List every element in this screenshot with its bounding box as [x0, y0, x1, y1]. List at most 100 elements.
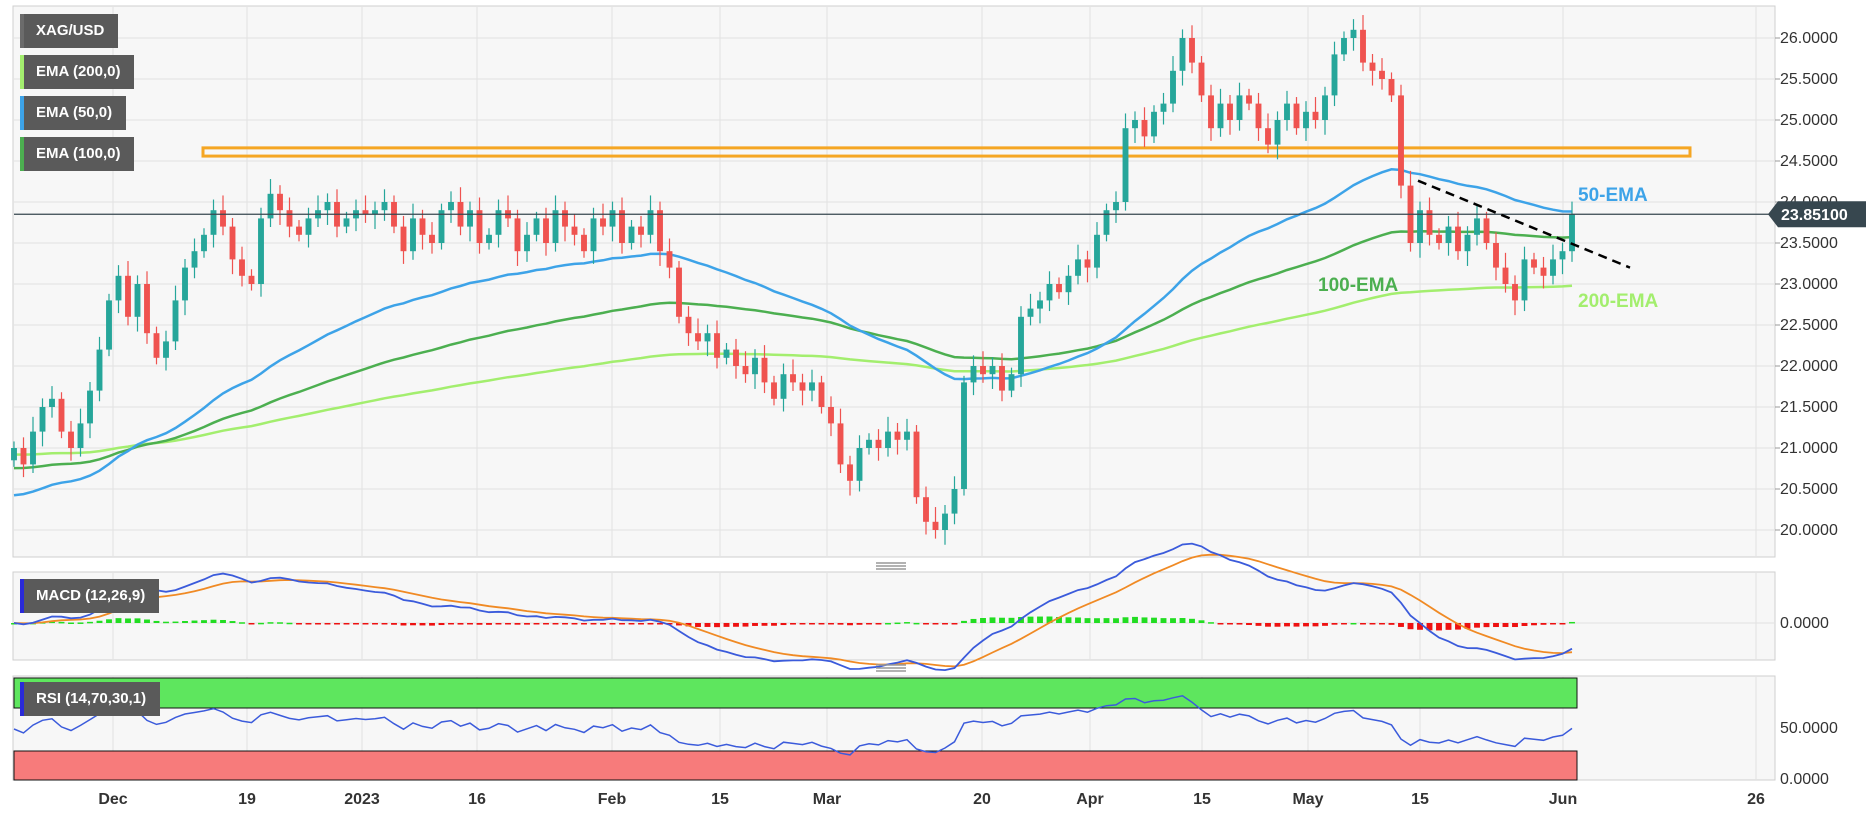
candles — [11, 15, 1575, 545]
macd-hist-bar — [619, 623, 625, 625]
candle-body — [305, 218, 312, 235]
macd-hist-bar — [1398, 623, 1404, 627]
candle-body — [343, 218, 350, 227]
panel-splitter[interactable] — [876, 562, 906, 570]
macd-hist-bar — [1303, 623, 1309, 627]
x-tick-label: Jun — [1549, 791, 1577, 808]
ema200-legend[interactable]: EMA (200,0) — [20, 55, 135, 89]
candle-body — [324, 202, 331, 211]
macd-hist-bar — [1569, 621, 1575, 624]
macd-hist-bar — [1217, 623, 1224, 625]
ema100-annotation: 100-EMA — [1318, 275, 1399, 296]
rsi-legend[interactable]: RSI (14,70,30,1) — [20, 682, 161, 716]
candle-body — [657, 210, 663, 252]
candle-body — [372, 210, 378, 215]
macd-hist-bar — [666, 623, 673, 625]
symbol-legend[interactable]: XAG/USD — [20, 14, 119, 48]
macd-hist-bar — [96, 620, 103, 623]
macd-hist-bar — [134, 618, 141, 623]
candle-body — [1189, 38, 1195, 63]
macd-hist-bar — [1198, 620, 1205, 623]
macd-hist-bar — [505, 623, 511, 625]
macd-hist-bar — [296, 623, 302, 625]
macd-hist-bar — [837, 623, 844, 625]
candle-body — [1464, 234, 1471, 252]
macd-hist-bar — [942, 623, 948, 625]
macd-hist-bar — [571, 623, 578, 625]
candle-body — [1436, 234, 1442, 243]
macd-legend[interactable]: MACD (12,26,9) — [20, 579, 160, 613]
macd-hist-bar — [153, 620, 160, 623]
candle-body — [609, 210, 616, 227]
down-trendline — [1417, 179, 1631, 269]
candle-body — [723, 349, 730, 358]
macd-hist-bar — [448, 623, 454, 625]
candle-body — [1094, 234, 1100, 268]
macd-hist-bar — [951, 623, 958, 625]
candle-body — [1217, 103, 1224, 129]
macd-hist-bar — [495, 623, 502, 625]
rsi-y-tick-label: 0.0000 — [1780, 771, 1829, 788]
macd-hist-bar — [1388, 623, 1395, 625]
macd-y-tick-label: 0.0000 — [1780, 615, 1829, 632]
ema50-annotation: 50-EMA — [1578, 185, 1648, 206]
macd-hist-bar — [714, 623, 720, 628]
candle-body — [1569, 214, 1575, 252]
candle-body — [381, 202, 388, 211]
candle-body — [1246, 95, 1252, 104]
candle-body — [961, 382, 967, 489]
candle-body — [220, 210, 226, 227]
macd-hist-bar — [1284, 623, 1290, 627]
candle-body — [438, 210, 445, 243]
candle-body — [68, 431, 74, 448]
candle-body — [790, 374, 796, 383]
macd-hist-bar — [828, 623, 834, 625]
macd-hist-bar — [125, 618, 131, 623]
candle-body — [714, 333, 720, 358]
candle-body — [1417, 210, 1423, 243]
macd-hist-bar — [704, 623, 711, 627]
legend-stripe — [20, 137, 24, 171]
macd-hist-bar — [1474, 623, 1480, 628]
legend-stripe — [20, 579, 24, 613]
candle-body — [106, 300, 112, 350]
macd-hist-bar — [315, 623, 321, 625]
y-tick-label: 24.5000 — [1780, 153, 1838, 170]
panel-splitter[interactable] — [876, 664, 906, 672]
macd-hist-bar — [343, 623, 350, 625]
candle-body — [1303, 111, 1309, 129]
candle-body — [524, 234, 530, 252]
rsi-line — [13, 695, 1573, 756]
macd-hist-bar — [543, 623, 549, 625]
candle-body — [1018, 316, 1024, 375]
ema100-legend[interactable]: EMA (100,0) — [20, 137, 135, 171]
y-tick-label: 20.5000 — [1780, 481, 1838, 498]
annotations: 50-EMA 100-EMA 200-EMA — [1318, 185, 1659, 312]
ema50-legend[interactable]: EMA (50,0) — [20, 96, 127, 130]
last-price-label: 23.85100 — [1781, 207, 1848, 224]
macd-hist-bar — [1008, 617, 1015, 623]
macd-hist-bar — [1141, 617, 1148, 623]
candle-body — [932, 521, 939, 530]
candle-body — [201, 234, 207, 252]
macd-hist-bar — [163, 621, 169, 624]
macd-hist-bar — [1265, 623, 1271, 627]
macd-hist-bar — [562, 623, 568, 625]
candle-body — [989, 366, 996, 375]
macd-hist-bar — [49, 621, 55, 624]
candle-body — [733, 349, 739, 366]
candle-body — [362, 210, 369, 215]
candle-body — [638, 226, 644, 235]
macd-hist-bar — [239, 622, 245, 624]
macd-hist-bar — [1417, 623, 1423, 630]
candle-body — [571, 226, 578, 235]
candle-body — [1274, 120, 1281, 145]
candle-body — [809, 382, 815, 391]
candle-body — [1445, 226, 1452, 243]
resistance-rect — [201, 146, 1692, 158]
rsi-overbought-band — [13, 677, 1578, 709]
macd-hist-bar — [904, 622, 910, 624]
macd-hist-bar — [1531, 623, 1537, 626]
candle-body — [590, 218, 597, 252]
macd-hist-bar — [894, 622, 901, 625]
